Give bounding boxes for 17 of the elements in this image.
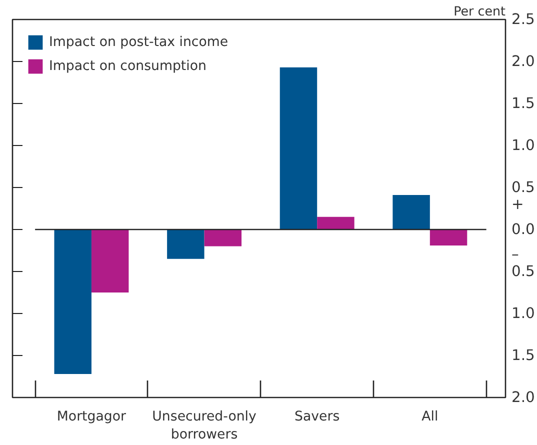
y-tick-label: 2.5 (512, 11, 535, 28)
text: 0.0 (512, 221, 535, 238)
text: – (512, 246, 519, 264)
y-tick-label: 1.5 (512, 347, 535, 364)
y-axis-title: Per cent (454, 4, 506, 18)
text: + (512, 196, 524, 213)
y-tick-label: 0.5 (512, 263, 535, 280)
y-tick-label: 1.0 (512, 305, 535, 322)
legend-label: Impact on consumption (49, 58, 206, 74)
y-tick-label: 2.0 (512, 389, 535, 406)
x-tick-label: Mortgagor (56, 410, 127, 424)
x-tick-label: Savers (294, 410, 340, 424)
x-tick-label: Unsecured-only borrowers (152, 410, 257, 442)
y-tick-label: 0.5 (512, 179, 535, 196)
y-tick-label: 1.5 (512, 95, 535, 112)
x-tick-label: All (422, 410, 438, 424)
legend-label: Impact on post-tax income (49, 34, 228, 50)
